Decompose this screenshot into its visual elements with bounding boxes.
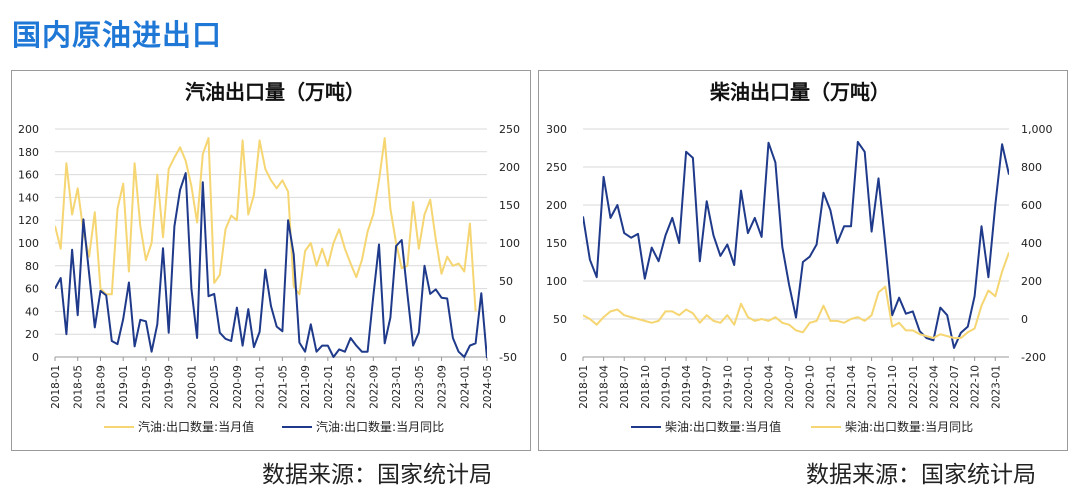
- diesel-x-tick-label: 2021-04: [846, 365, 858, 409]
- diesel-x-tick-label: 2020-07: [784, 365, 796, 409]
- gasoline-x-tick-label: 2024-01: [459, 365, 471, 409]
- gasoline-x-tick-label: 2022-09: [368, 365, 380, 409]
- diesel-chart-title: 柴油出口量（万吨）: [709, 80, 890, 104]
- gasoline-chart: 汽油出口量（万吨） 0 20 40 60 80 100 120 140 160 180 200 -50 0…: [18, 80, 520, 434]
- gasoline-x-tick-label: 2019-01: [118, 365, 130, 409]
- diesel-x-tick-label: 2018-10: [640, 365, 652, 409]
- gasoline-series-line-2: [55, 172, 487, 358]
- diesel-x-tick-label: 2019-10: [722, 365, 734, 409]
- gasoline-x-tick-label: 2023-01: [391, 365, 403, 409]
- gasoline-left-tick-label: 40: [25, 305, 39, 318]
- diesel-x-tick-label: 2018-01: [578, 365, 590, 409]
- diesel-left-tick-label: 250: [546, 161, 567, 174]
- diesel-right-tick-label: 0: [1021, 313, 1028, 326]
- diesel-x-tick-label: 2019-07: [702, 365, 714, 409]
- diesel-x-tick-label: 2018-07: [619, 365, 631, 409]
- diesel-left-tick-label: 200: [546, 199, 567, 212]
- diesel-series-line-2: [583, 252, 1009, 339]
- gasoline-chart-title: 汽油出口量（万吨）: [185, 80, 365, 104]
- gasoline-x-tick-label: 2020-01: [186, 365, 198, 409]
- diesel-x-tick-label: 2023-01: [990, 365, 1002, 409]
- gasoline-series-line-1: [55, 137, 477, 312]
- data-source-left: 数据来源：国家统计局: [262, 462, 492, 488]
- diesel-left-tick-label: 100: [546, 275, 567, 288]
- gasoline-x-tick-label: 2021-09: [300, 365, 312, 409]
- gasoline-chart-panel: 汽油出口量（万吨） 0 20 40 60 80 100 120 140 160 180 200 -50 0…: [11, 70, 531, 451]
- gasoline-left-tick-label: 60: [25, 283, 39, 296]
- gasoline-left-tick-label: 200: [18, 123, 39, 136]
- diesel-x-tick-label: 2022-10: [970, 365, 982, 409]
- gasoline-right-tick-label: 250: [499, 123, 520, 136]
- page-title: 国内原油进出口: [12, 18, 223, 52]
- diesel-right-tick-label: 800: [1021, 161, 1042, 174]
- gasoline-left-tick-label: 140: [18, 191, 39, 204]
- diesel-x-tick-label: 2022-04: [928, 365, 940, 409]
- diesel-right-tick-label: 200: [1021, 275, 1042, 288]
- gasoline-left-tick-label: 180: [18, 146, 39, 159]
- diesel-x-tick-label: 2021-10: [887, 365, 899, 409]
- diesel-x-tick-label: 2020-04: [764, 365, 776, 409]
- gasoline-right-tick-label: 200: [499, 161, 520, 174]
- gasoline-x-tick-label: 2023-05: [414, 365, 426, 409]
- gasoline-x-tick-label: 2022-05: [346, 365, 358, 409]
- gasoline-x-tick-label: 2024-05: [482, 365, 494, 409]
- gasoline-legend-label-2: 汽油:出口数量:当月同比: [316, 419, 444, 434]
- diesel-series-line-1: [583, 140, 1009, 349]
- gasoline-x-tick-label: 2018-05: [73, 365, 85, 409]
- gasoline-right-tick-label: 0: [499, 313, 506, 326]
- gasoline-x-tick-label: 2022-01: [323, 365, 335, 409]
- gasoline-right-tick-label: 100: [499, 237, 520, 250]
- gasoline-left-tick-label: 160: [18, 169, 39, 182]
- gasoline-x-tick-label: 2021-05: [277, 365, 289, 409]
- gasoline-x-tick-label: 2018-01: [50, 365, 62, 409]
- diesel-x-tick-label: 2019-04: [681, 365, 693, 409]
- gasoline-x-tick-label: 2023-09: [437, 365, 449, 409]
- diesel-x-tick-label: 2021-07: [867, 365, 879, 409]
- diesel-left-tick-label: 50: [553, 313, 567, 326]
- gasoline-x-tick-label: 2020-09: [232, 365, 244, 409]
- gasoline-x-tick-label: 2018-09: [95, 365, 107, 409]
- gasoline-left-tick-label: 120: [18, 214, 39, 227]
- gasoline-left-tick-label: 20: [25, 328, 39, 341]
- gasoline-x-tick-label: 2020-05: [209, 365, 221, 409]
- diesel-left-tick-label: 150: [546, 237, 567, 250]
- gasoline-x-tick-label: 2019-05: [141, 365, 153, 409]
- gasoline-legend-label-1: 汽油:出口数量:当月值: [138, 419, 254, 434]
- diesel-right-tick-label: 600: [1021, 199, 1042, 212]
- diesel-legend-label-2: 柴油:出口数量:当月同比: [845, 419, 973, 434]
- diesel-x-tick-label: 2020-01: [743, 365, 755, 409]
- diesel-chart: 柴油出口量（万吨） 0 50 100 150 200 250 300 -200 0 200 400 60…: [546, 80, 1053, 434]
- gasoline-x-tick-label: 2021-01: [255, 365, 267, 409]
- diesel-x-tick-label: 2018-04: [599, 365, 611, 409]
- diesel-x-tick-label: 2020-10: [805, 365, 817, 409]
- diesel-left-tick-label: 300: [546, 123, 567, 136]
- gasoline-right-tick-label: 50: [499, 275, 513, 288]
- diesel-x-tick-label: 2022-01: [908, 365, 920, 409]
- diesel-chart-panel: 柴油出口量（万吨） 0 50 100 150 200 250 300 -200 0 200 400 60…: [538, 70, 1068, 451]
- gasoline-left-tick-label: 100: [18, 237, 39, 250]
- gasoline-right-tick-label: -50: [499, 351, 517, 364]
- diesel-x-tick-label: 2021-01: [825, 365, 837, 409]
- data-source-right: 数据来源：国家统计局: [806, 462, 1036, 488]
- diesel-right-tick-label: -200: [1021, 351, 1046, 364]
- diesel-right-tick-label: 1,000: [1021, 123, 1053, 136]
- gasoline-left-tick-label: 80: [25, 260, 39, 273]
- diesel-legend-label-1: 柴油:出口数量:当月值: [665, 419, 781, 434]
- diesel-right-tick-label: 400: [1021, 237, 1042, 250]
- diesel-x-tick-label: 2022-07: [949, 365, 961, 409]
- diesel-x-tick-label: 2019-01: [660, 365, 672, 409]
- gasoline-left-tick-label: 0: [32, 351, 39, 364]
- gasoline-right-tick-label: 150: [499, 199, 520, 212]
- diesel-left-tick-label: 0: [560, 351, 567, 364]
- gasoline-x-tick-label: 2019-09: [164, 365, 176, 409]
